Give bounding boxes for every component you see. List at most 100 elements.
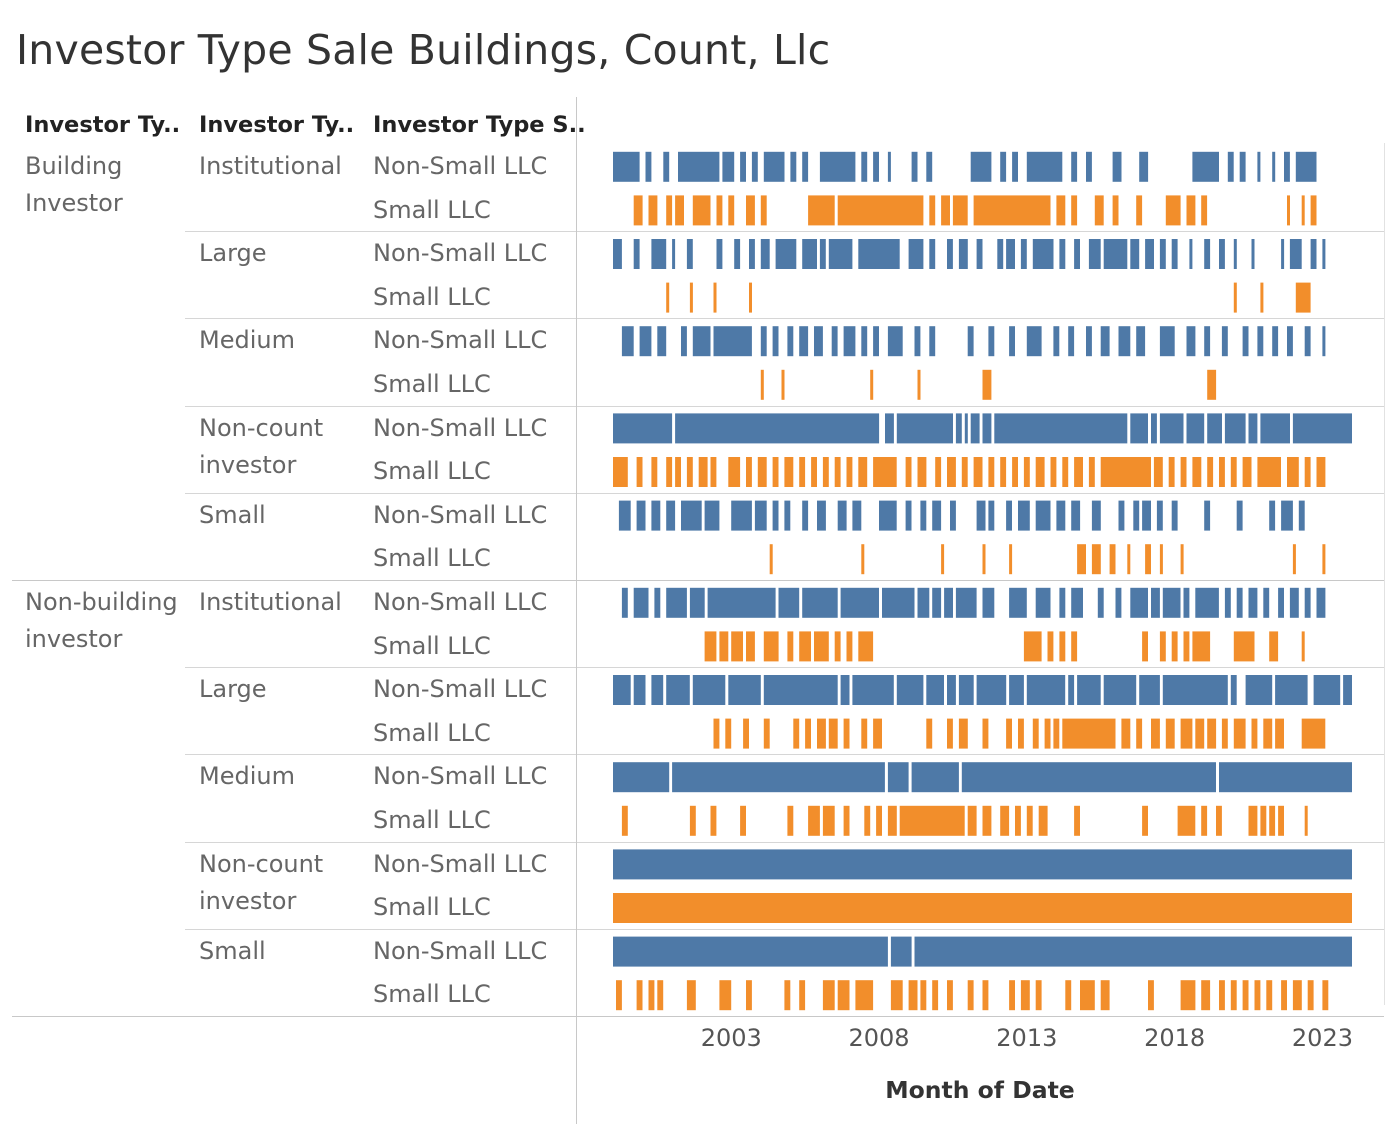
timeline-bar[interactable] — [716, 239, 723, 269]
timeline-bar[interactable] — [802, 500, 809, 531]
timeline-bar[interactable] — [760, 195, 767, 226]
timeline-bar[interactable] — [616, 980, 622, 1011]
timeline-bar[interactable] — [1301, 631, 1305, 662]
timeline-bar[interactable] — [1139, 151, 1149, 182]
timeline-bar[interactable] — [808, 195, 835, 226]
timeline-bar[interactable] — [1292, 980, 1302, 1011]
timeline-bar[interactable] — [1233, 282, 1237, 313]
timeline-bar[interactable] — [961, 457, 968, 487]
timeline-bar[interactable] — [704, 631, 717, 662]
timeline-bar[interactable] — [719, 980, 732, 1011]
timeline-bar[interactable] — [964, 413, 968, 444]
timeline-bar[interactable] — [1142, 631, 1148, 662]
timeline-bar[interactable] — [621, 587, 628, 618]
timeline-bar[interactable] — [787, 805, 794, 836]
timeline-bar[interactable] — [1304, 587, 1311, 618]
timeline-bar[interactable] — [822, 457, 829, 487]
timeline-bar[interactable] — [982, 413, 992, 444]
timeline-bar[interactable] — [654, 587, 661, 618]
timeline-bar[interactable] — [760, 326, 767, 357]
timeline-bar[interactable] — [982, 369, 992, 400]
timeline-bar[interactable] — [1035, 500, 1051, 531]
timeline-bar[interactable] — [681, 326, 687, 357]
timeline-bar[interactable] — [1142, 805, 1148, 836]
timeline-bar[interactable] — [728, 675, 761, 705]
timeline-bar[interactable] — [666, 675, 690, 705]
timeline-bar[interactable] — [1023, 457, 1030, 487]
timeline-bar[interactable] — [666, 587, 687, 618]
timeline-bar[interactable] — [633, 195, 643, 226]
timeline-bar[interactable] — [1050, 457, 1057, 487]
timeline-bar[interactable] — [1295, 282, 1311, 313]
timeline-bar[interactable] — [1343, 675, 1352, 705]
timeline-bar[interactable] — [1236, 587, 1243, 618]
timeline-bar[interactable] — [1216, 805, 1222, 836]
timeline-bar[interactable] — [843, 805, 850, 836]
timeline-bar[interactable] — [873, 718, 882, 749]
column-header-investor-size[interactable]: Investor Ty.. — [199, 112, 355, 138]
timeline-bar[interactable] — [1224, 587, 1231, 618]
timeline-bar[interactable] — [1000, 151, 1007, 182]
timeline-bar[interactable] — [920, 500, 927, 531]
timeline-bar[interactable] — [1245, 675, 1273, 705]
timeline-bar[interactable] — [1068, 675, 1075, 705]
timeline-bar[interactable] — [672, 762, 885, 793]
timeline-bar[interactable] — [955, 587, 977, 618]
timeline-bar[interactable] — [873, 457, 897, 487]
timeline-bar[interactable] — [896, 413, 953, 444]
timeline-bar[interactable] — [1251, 718, 1258, 749]
timeline-bar[interactable] — [1159, 631, 1166, 662]
timeline-bar[interactable] — [1009, 326, 1015, 357]
timeline-bar[interactable] — [1269, 631, 1279, 662]
timeline-bar[interactable] — [1136, 195, 1143, 226]
timeline-bar[interactable] — [1006, 500, 1012, 531]
timeline-bar[interactable] — [713, 326, 752, 357]
timeline-bar[interactable] — [621, 805, 628, 836]
timeline-bar[interactable] — [1177, 805, 1196, 836]
timeline-bar[interactable] — [1233, 718, 1246, 749]
timeline-bar[interactable] — [1322, 980, 1329, 1011]
timeline-bar[interactable] — [734, 239, 741, 269]
timeline-bar[interactable] — [1322, 544, 1326, 575]
timeline-bar[interactable] — [876, 805, 882, 836]
timeline-bar[interactable] — [1304, 805, 1308, 836]
timeline-bar[interactable] — [1032, 239, 1054, 269]
timeline-bar[interactable] — [932, 980, 939, 1011]
timeline-bar[interactable] — [1009, 980, 1015, 1011]
timeline-bar[interactable] — [1159, 239, 1166, 269]
timeline-bar[interactable] — [681, 500, 702, 531]
timeline-bar[interactable] — [692, 675, 726, 705]
timeline-bar[interactable] — [1183, 631, 1190, 662]
timeline-bar[interactable] — [914, 326, 921, 357]
timeline-bar[interactable] — [636, 980, 643, 1011]
timeline-bar[interactable] — [725, 718, 732, 749]
timeline-bar[interactable] — [1109, 544, 1116, 575]
timeline-bar[interactable] — [834, 457, 841, 487]
timeline-bar[interactable] — [967, 805, 977, 836]
timeline-bar[interactable] — [1236, 500, 1243, 531]
timeline-bar[interactable] — [1074, 239, 1080, 269]
timeline-bar[interactable] — [1038, 805, 1048, 836]
timeline-bar[interactable] — [887, 326, 903, 357]
timeline-bar[interactable] — [858, 631, 874, 662]
timeline-bar[interactable] — [1026, 805, 1033, 836]
timeline-bar[interactable] — [1275, 675, 1308, 705]
timeline-bar[interactable] — [784, 980, 791, 1011]
timeline-bar[interactable] — [1015, 805, 1021, 836]
timeline-bar[interactable] — [636, 500, 646, 531]
timeline-bar[interactable] — [1077, 544, 1086, 575]
timeline-bar[interactable] — [1065, 980, 1072, 1011]
timeline-bar[interactable] — [1145, 239, 1154, 269]
timeline-bar[interactable] — [1100, 457, 1151, 487]
timeline-bar[interactable] — [639, 326, 652, 357]
timeline-bar[interactable] — [905, 500, 912, 531]
timeline-bar[interactable] — [787, 631, 794, 662]
timeline-bar[interactable] — [947, 980, 953, 1011]
timeline-bar[interactable] — [802, 587, 838, 618]
timeline-bar[interactable] — [1062, 457, 1069, 487]
timeline-bar[interactable] — [799, 631, 811, 662]
timeline-bar[interactable] — [941, 195, 950, 226]
timeline-bar[interactable] — [1201, 195, 1208, 226]
timeline-bar[interactable] — [1032, 718, 1039, 749]
timeline-bar[interactable] — [1186, 413, 1205, 444]
